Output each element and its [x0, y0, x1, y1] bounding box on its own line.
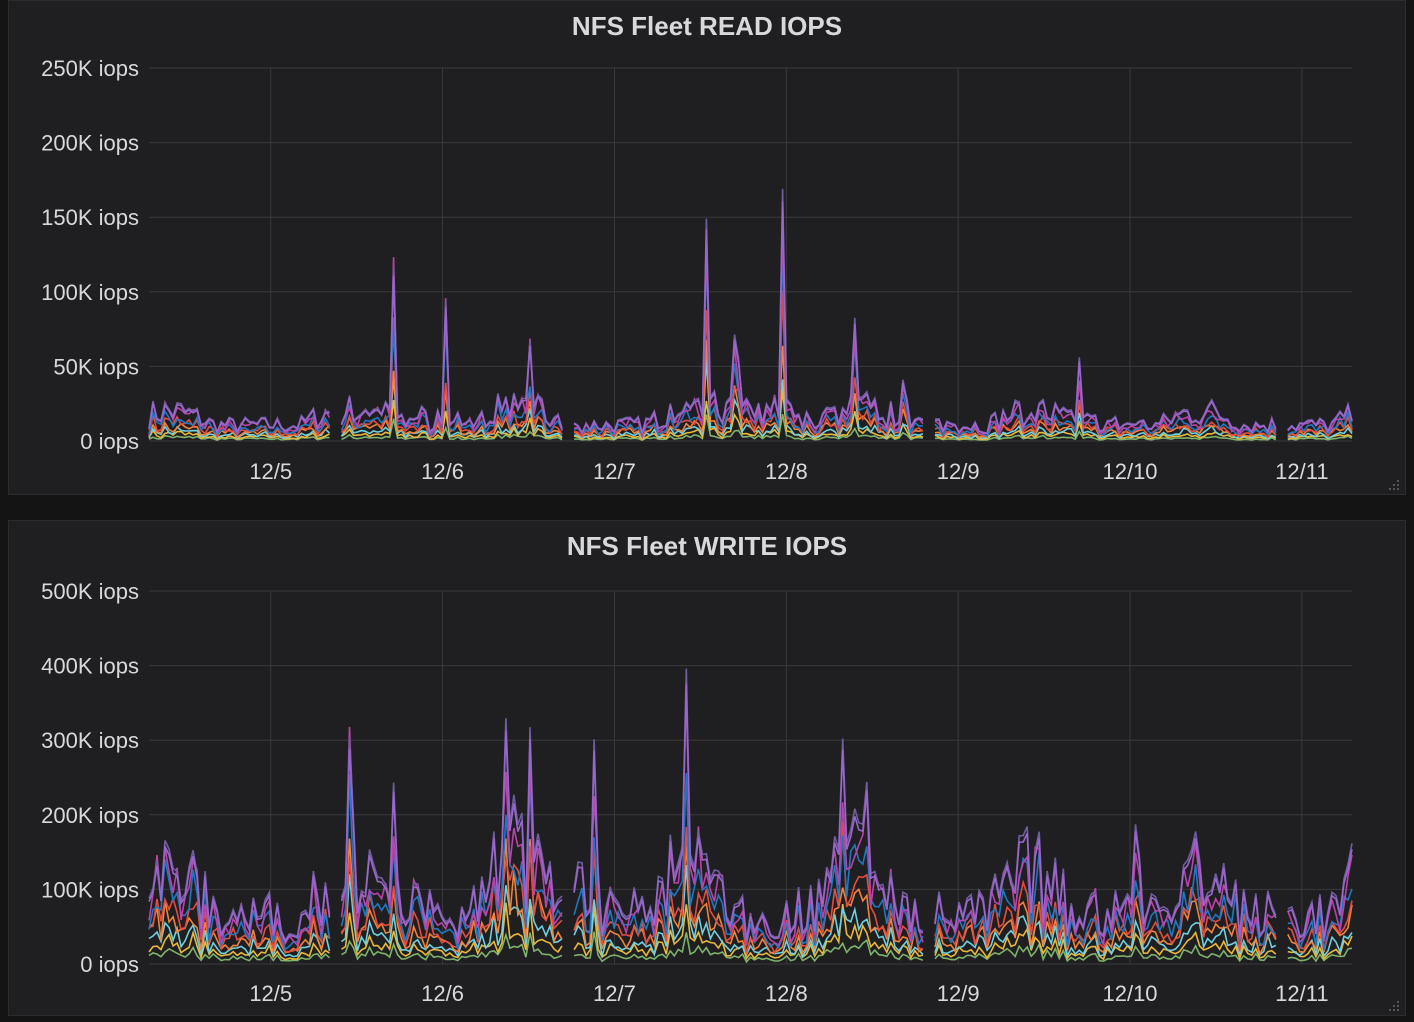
write-iops-panel: NFS Fleet WRITE IOPS 0 iops 100K iops 200K… — [8, 520, 1406, 1016]
y-tick-label: 200K iops — [41, 131, 139, 156]
resize-handle-icon[interactable] — [1385, 480, 1399, 490]
x-tick-label: 12/8 — [765, 459, 808, 484]
write-iops-chart[interactable]: 0 iops 100K iops 200K iops 300K iops 400K io… — [9, 521, 1407, 1017]
y-tick-label: 100K iops — [41, 280, 139, 305]
y-tick-label: 0 iops — [80, 952, 139, 977]
x-tick-label: 12/7 — [593, 981, 636, 1006]
x-tick-label: 12/11 — [1275, 459, 1328, 484]
series-line — [148, 902, 1353, 961]
series-line — [148, 201, 1353, 437]
y-tick-label: 0 iops — [80, 429, 139, 454]
series-line — [148, 931, 1353, 964]
series-line — [148, 390, 1353, 441]
series-line — [148, 691, 1353, 947]
write-chart-title: NFS Fleet WRITE IOPS — [566, 531, 848, 561]
y-tick-label: 250K iops — [41, 56, 139, 81]
x-tick-label: 12/8 — [765, 981, 808, 1006]
y-tick-label: 100K iops — [41, 877, 139, 902]
read-iops-chart[interactable]: 0 iops 50K iops 100K iops 150K iops 200K iop… — [9, 1, 1407, 496]
series-line — [148, 683, 1353, 943]
y-tick-label: 500K iops — [41, 579, 139, 604]
x-tick-label: 12/10 — [1102, 459, 1157, 484]
series-line — [148, 413, 1353, 442]
series-line — [148, 865, 1353, 959]
x-tick-label: 12/9 — [937, 981, 980, 1006]
x-tick-label: 12/7 — [593, 459, 636, 484]
x-tick-label: 12/6 — [421, 459, 464, 484]
y-tick-label: 400K iops — [41, 654, 139, 679]
x-tick-label: 12/5 — [249, 459, 292, 484]
x-tick-label: 12/5 — [249, 981, 292, 1006]
y-tick-label: 200K iops — [41, 803, 139, 828]
x-tick-label: 12/9 — [937, 459, 980, 484]
y-tick-label: 150K iops — [41, 205, 139, 230]
y-tick-label: 50K iops — [53, 354, 139, 379]
series-line — [148, 668, 1353, 942]
y-tick-label: 300K iops — [41, 728, 139, 753]
series-line — [148, 188, 1353, 436]
x-tick-label: 12/11 — [1275, 981, 1328, 1006]
read-chart-title: NFS Fleet READ IOPS — [571, 11, 843, 41]
x-tick-label: 12/6 — [421, 981, 464, 1006]
read-iops-panel: NFS Fleet READ IOPS 0 iops 50K iops 100K i… — [8, 0, 1406, 495]
series-line — [148, 223, 1353, 437]
series-line — [148, 821, 1353, 955]
resize-handle-icon[interactable] — [1385, 1001, 1399, 1011]
x-tick-label: 12/10 — [1102, 981, 1157, 1006]
